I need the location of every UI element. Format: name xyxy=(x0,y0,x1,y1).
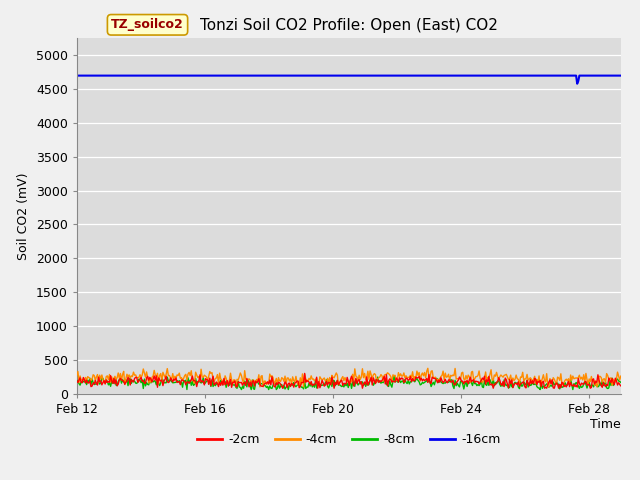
Title: Tonzi Soil CO2 Profile: Open (East) CO2: Tonzi Soil CO2 Profile: Open (East) CO2 xyxy=(200,18,498,33)
Legend: -2cm, -4cm, -8cm, -16cm: -2cm, -4cm, -8cm, -16cm xyxy=(192,428,506,451)
Y-axis label: Soil CO2 (mV): Soil CO2 (mV) xyxy=(17,172,30,260)
Text: Time: Time xyxy=(590,419,621,432)
Text: TZ_soilco2: TZ_soilco2 xyxy=(111,18,184,31)
